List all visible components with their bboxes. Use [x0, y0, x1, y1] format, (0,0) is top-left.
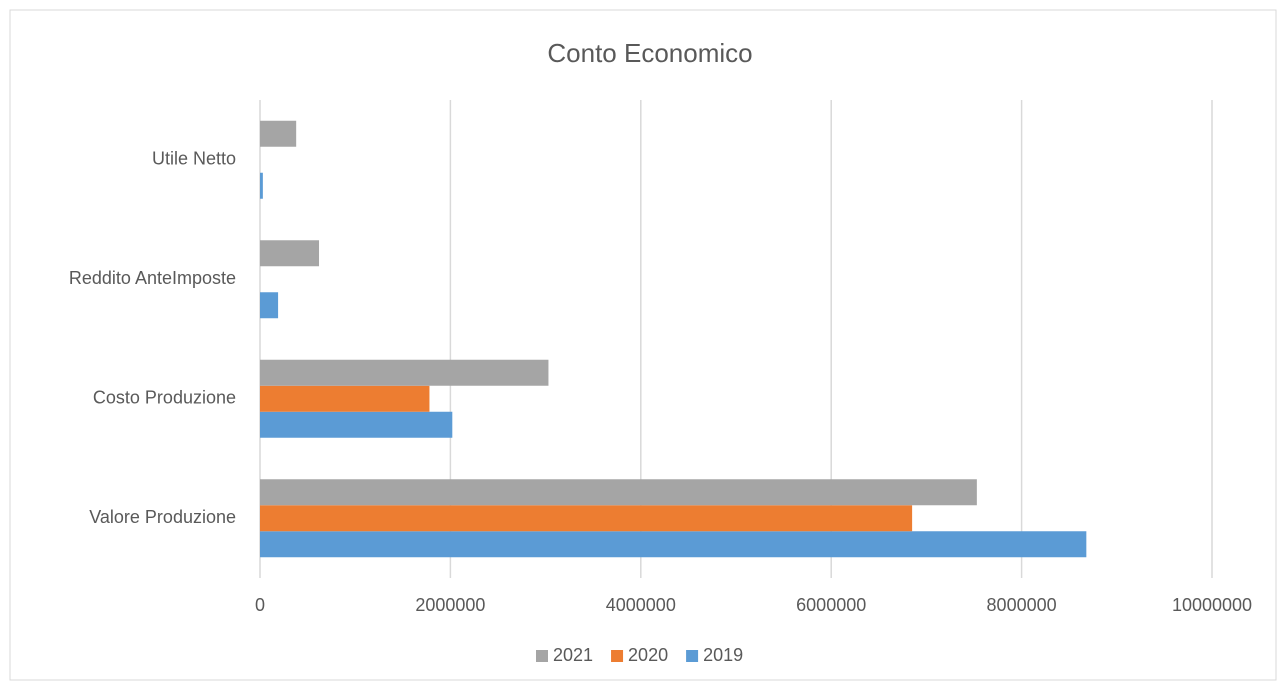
x-tick-label: 6000000	[796, 595, 866, 615]
legend-swatch	[536, 650, 548, 662]
x-tick-label: 10000000	[1172, 595, 1252, 615]
y-tick-label: Costo Produzione	[93, 388, 236, 408]
x-tick-label: 0	[255, 595, 265, 615]
y-tick-label: Reddito AnteImposte	[69, 268, 236, 288]
legend-label: 2021	[553, 645, 593, 665]
x-tick-label: 2000000	[415, 595, 485, 615]
legend-swatch	[611, 650, 624, 662]
legend-label: 2019	[703, 645, 743, 665]
bar	[260, 359, 549, 386]
legend-label: 2020	[628, 645, 668, 665]
bar	[260, 479, 977, 506]
bar	[260, 120, 297, 147]
legend-swatch	[686, 650, 699, 662]
bar	[260, 385, 430, 412]
bar	[260, 531, 1087, 558]
bar	[260, 505, 913, 532]
bar	[260, 172, 263, 199]
y-tick-label: Valore Produzione	[89, 507, 236, 527]
x-tick-label: 4000000	[606, 595, 676, 615]
bar	[260, 292, 279, 319]
bar	[260, 411, 453, 438]
chart-frame	[9, 9, 1277, 681]
bar	[260, 240, 320, 267]
x-tick-label: 8000000	[987, 595, 1057, 615]
chart-title: Conto Economico	[547, 38, 752, 68]
y-tick-label: Utile Netto	[152, 149, 236, 169]
